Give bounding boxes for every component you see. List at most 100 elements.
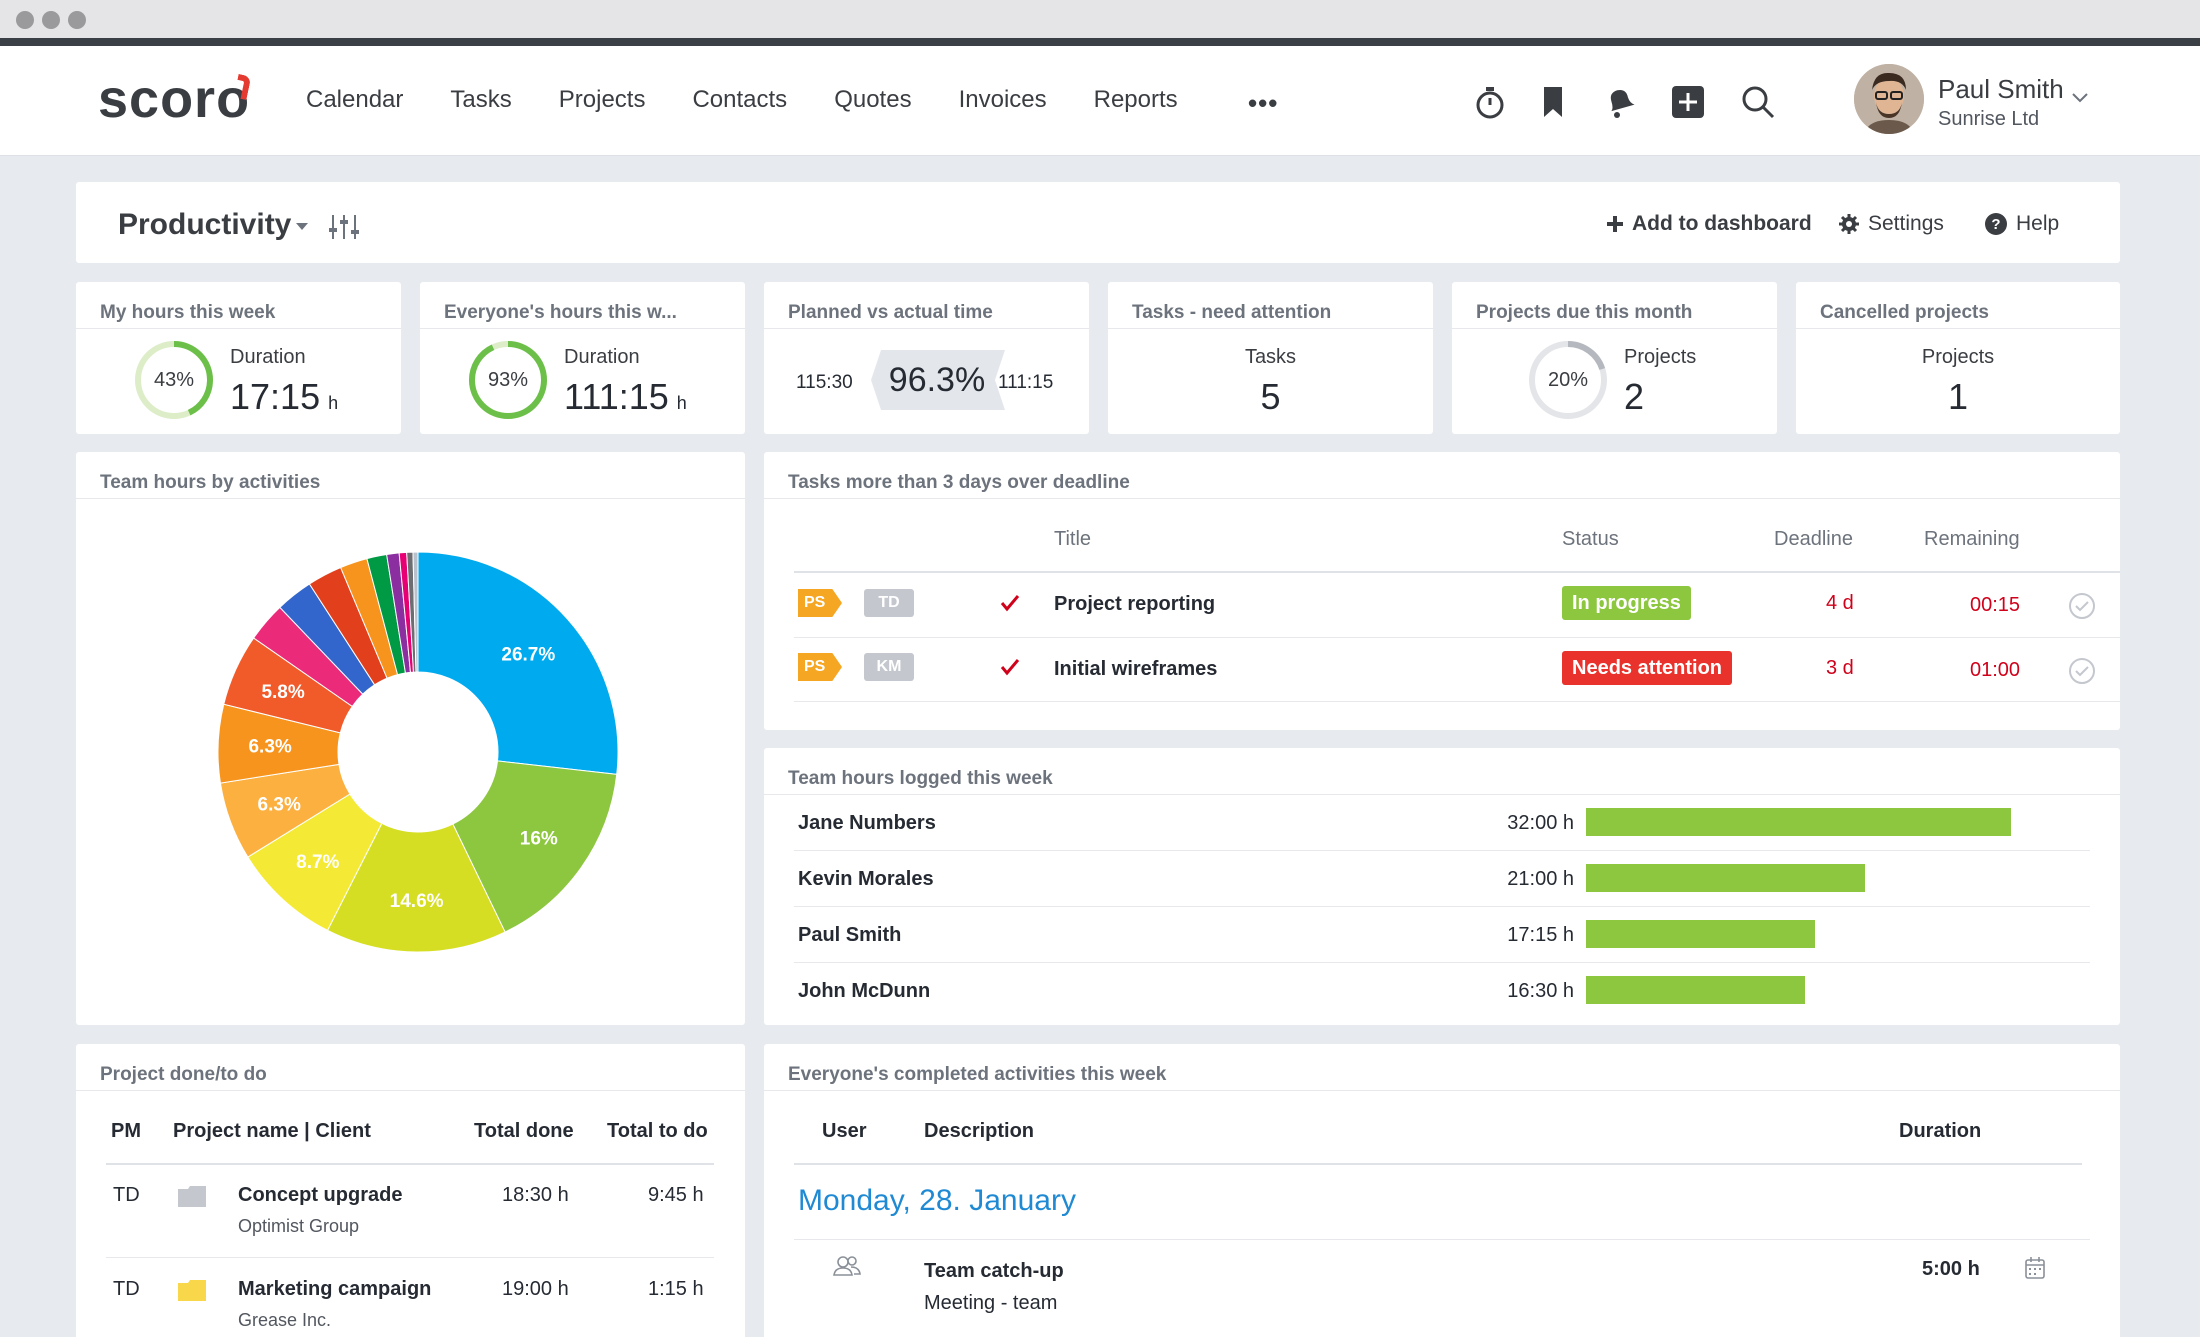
task-title[interactable]: Initial wireframes	[1054, 658, 1218, 680]
col-remaining[interactable]: Remaining	[1924, 528, 2020, 550]
users-icon	[833, 1256, 861, 1276]
user-tag[interactable]: KM	[864, 653, 914, 681]
svg-text:?: ?	[1991, 216, 2000, 233]
bell-icon[interactable]	[1600, 82, 1640, 122]
nav-invoices[interactable]: Invoices	[958, 86, 1047, 113]
col-title[interactable]: Title	[1054, 528, 1092, 550]
tasks-attention-widget[interactable]: Tasks - need attention Tasks 5	[1108, 282, 1433, 434]
my-hours-widget[interactable]: My hours this week 43% Duration 17:15 h	[76, 282, 401, 434]
donut-slice-0[interactable]	[417, 552, 618, 775]
total-todo: 9:45 h	[648, 1184, 704, 1206]
projects-label: Projects	[1921, 346, 1995, 368]
user-avatar[interactable]	[1854, 64, 1924, 134]
widget-title: Cancelled projects	[1820, 302, 1989, 323]
row-divider	[794, 637, 2120, 638]
user-tag[interactable]: TD	[864, 589, 914, 617]
project-tag[interactable]: PS	[798, 653, 842, 681]
add-to-dashboard-button[interactable]: Add to dashboard	[1606, 212, 1812, 236]
member-hours: 16:30 h	[1507, 980, 1574, 1002]
activities-donut-chart: 26.7% 16% 14.6% 8.7% 6.3% 6.3% 5.8%	[218, 552, 618, 952]
remaining-value: 01:00	[1970, 659, 2021, 681]
nav-contacts[interactable]: Contacts	[692, 86, 788, 113]
projects-due-widget[interactable]: Projects due this month 20% Projects 2	[1452, 282, 1777, 434]
member-name[interactable]: Paul Smith	[798, 924, 902, 946]
badge-shape	[871, 350, 1005, 410]
date-heading: Monday, 28. January	[798, 1184, 1076, 1217]
remaining-value: 00:15	[1970, 594, 2021, 616]
slice-label-2: 14.6%	[390, 891, 444, 912]
cancelled-projects-widget[interactable]: Cancelled projects Projects 1	[1796, 282, 2120, 434]
total-done: 19:00 h	[502, 1278, 569, 1300]
col-total-todo[interactable]: Total to do	[607, 1120, 708, 1142]
client-name[interactable]: Optimist Group	[238, 1216, 360, 1236]
nav-projects[interactable]: Projects	[558, 86, 646, 113]
divider	[420, 328, 745, 329]
widget-title: My hours this week	[100, 302, 276, 323]
nav-calendar[interactable]: Calendar	[306, 86, 404, 113]
settings-button[interactable]: Settings	[1838, 212, 1944, 236]
project-name[interactable]: Concept upgrade	[238, 1184, 403, 1206]
chrome-bottom-bar	[0, 38, 2200, 46]
nav-tasks[interactable]: Tasks	[450, 86, 512, 113]
col-project-name[interactable]: Project name | Client	[173, 1120, 371, 1142]
col-pm[interactable]: PM	[111, 1120, 141, 1142]
col-status[interactable]: Status	[1562, 528, 1619, 550]
timer-icon[interactable]	[1470, 82, 1510, 122]
widget-title: Team hours by activities	[100, 472, 321, 493]
calendar-icon[interactable]	[2024, 1256, 2046, 1280]
status-badge: Needs attention	[1562, 651, 1733, 685]
browser-chrome	[0, 0, 2200, 46]
search-icon[interactable]	[1738, 82, 1778, 122]
plus-square-icon[interactable]	[1668, 82, 1708, 122]
widget-title: Everyone's completed activities this wee…	[788, 1064, 1167, 1085]
donut-slice-2[interactable]	[326, 822, 506, 952]
nav-menu: Calendar Tasks Projects Contacts Quotes …	[306, 86, 1225, 114]
widget-title: Team hours logged this week	[788, 768, 1053, 789]
complete-circle-icon[interactable]	[2068, 657, 2096, 685]
row-divider	[794, 1239, 2090, 1240]
completed-activities-widget: Everyone's completed activities this wee…	[764, 1044, 2120, 1337]
duration-label: Duration	[564, 346, 640, 368]
donut-slice-1[interactable]	[452, 760, 618, 933]
col-total-done[interactable]: Total done	[474, 1120, 574, 1142]
row-divider	[794, 701, 2120, 702]
slice-label-4: 6.3%	[258, 794, 301, 815]
col-user[interactable]: User	[822, 1120, 867, 1142]
project-name[interactable]: Marketing campaign	[238, 1278, 432, 1300]
col-description[interactable]: Description	[924, 1120, 1035, 1142]
sliders-icon[interactable]	[328, 212, 360, 242]
cancelled-count: 1	[1947, 376, 1969, 417]
duration-unit: h	[676, 393, 687, 413]
client-name[interactable]: Grease Inc.	[238, 1310, 332, 1330]
member-name[interactable]: Kevin Morales	[798, 868, 934, 890]
help-icon: ?	[1985, 213, 2007, 235]
dashboard-title[interactable]: Productivity	[118, 208, 292, 241]
col-deadline[interactable]: Deadline	[1774, 528, 1853, 550]
hours-bar	[1586, 920, 1816, 948]
nav-quotes[interactable]: Quotes	[834, 86, 912, 113]
everyone-hours-widget[interactable]: Everyone's hours this w... 93% Duration …	[420, 282, 745, 434]
member-name[interactable]: John McDunn	[798, 980, 931, 1002]
member-name[interactable]: Jane Numbers	[798, 812, 936, 834]
donut-slice-15[interactable]	[412, 552, 419, 673]
window-maximize-dot[interactable]	[68, 11, 86, 29]
divider	[764, 328, 1089, 329]
activity-title[interactable]: Team catch-up	[924, 1260, 1064, 1282]
planned-vs-actual-widget[interactable]: Planned vs actual time 115:30 96.3% 111:…	[764, 282, 1089, 434]
col-duration[interactable]: Duration	[1899, 1120, 1982, 1142]
help-button[interactable]: ? Help	[1984, 212, 2059, 236]
activity-duration: 5:00 h	[1922, 1258, 1980, 1280]
caret-down-icon[interactable]	[296, 223, 308, 230]
bookmark-icon[interactable]	[1533, 82, 1573, 122]
window-close-dot[interactable]	[16, 11, 34, 29]
window-minimize-dot[interactable]	[42, 11, 60, 29]
user-name[interactable]: Paul Smith	[1938, 74, 2064, 104]
progress-ring	[135, 341, 213, 419]
scoro-logo[interactable]: scoro	[98, 69, 251, 129]
nav-more-button[interactable]: •••	[1248, 88, 1279, 118]
complete-circle-icon[interactable]	[2068, 592, 2096, 620]
nav-reports[interactable]: Reports	[1093, 86, 1178, 113]
project-tag[interactable]: PS	[798, 589, 842, 617]
chevron-down-icon[interactable]	[2070, 90, 2090, 104]
task-title[interactable]: Project reporting	[1054, 593, 1216, 615]
